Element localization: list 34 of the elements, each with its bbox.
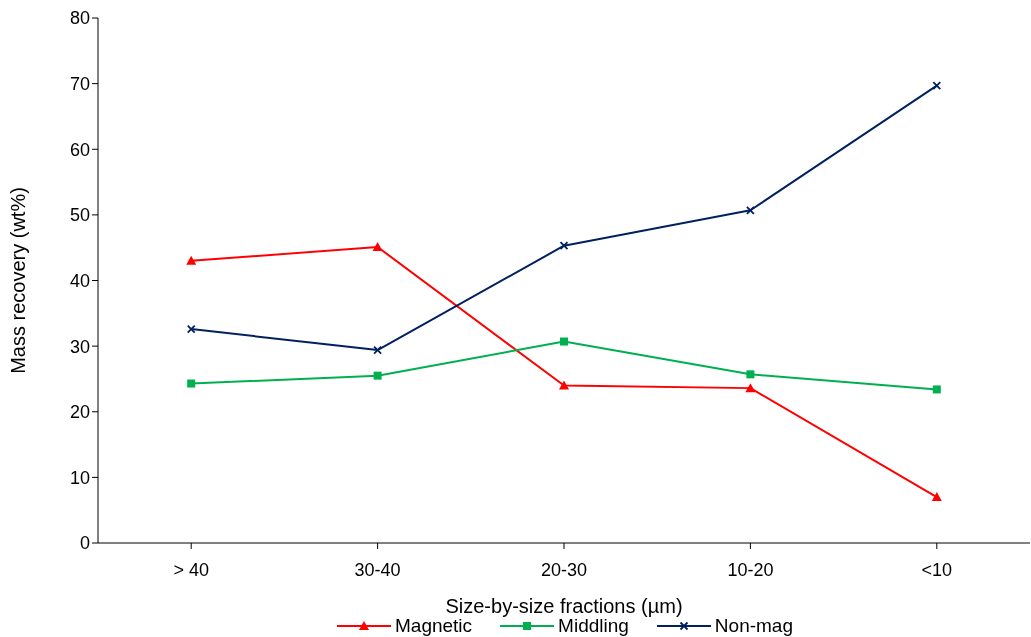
point: [559, 241, 569, 251]
point: [745, 383, 756, 393]
y-tick-label: 20: [69, 402, 90, 423]
point: [931, 492, 942, 502]
y-tick-label: 60: [69, 139, 90, 160]
legend-label: Non-mag: [714, 615, 794, 637]
x-tick-label: <10: [921, 559, 953, 580]
y-tick-label: 40: [69, 270, 90, 291]
y-tick-label: 0: [79, 533, 90, 554]
x-tick-label: > 40: [173, 559, 209, 580]
point: [932, 81, 942, 90]
y-axis-title: Mass recovery (wt%): [7, 187, 30, 374]
x-tick-label: 30-40: [354, 559, 401, 580]
point: [746, 370, 755, 379]
x-tick-label: 20-30: [540, 559, 588, 580]
point: [373, 345, 382, 355]
y-tick-label: 80: [69, 8, 90, 29]
point: [559, 380, 569, 390]
point: [932, 385, 941, 394]
point: [187, 379, 196, 388]
point: [560, 337, 568, 346]
y-tick-label: 10: [69, 467, 90, 488]
point: [186, 255, 197, 265]
x-tick-label: 10-20: [727, 559, 774, 580]
x-axis-title: Size-by-size fractions (µm): [445, 595, 683, 617]
y-tick-label: 50: [69, 205, 90, 226]
legend-label: Middling: [558, 615, 629, 637]
legend-label: Magnetic: [394, 615, 473, 637]
point: [186, 324, 196, 334]
y-tick-label: 70: [69, 74, 90, 95]
point: [746, 205, 755, 215]
point: [372, 242, 383, 252]
y-tick-label: 30: [69, 336, 90, 357]
point: [373, 371, 382, 380]
